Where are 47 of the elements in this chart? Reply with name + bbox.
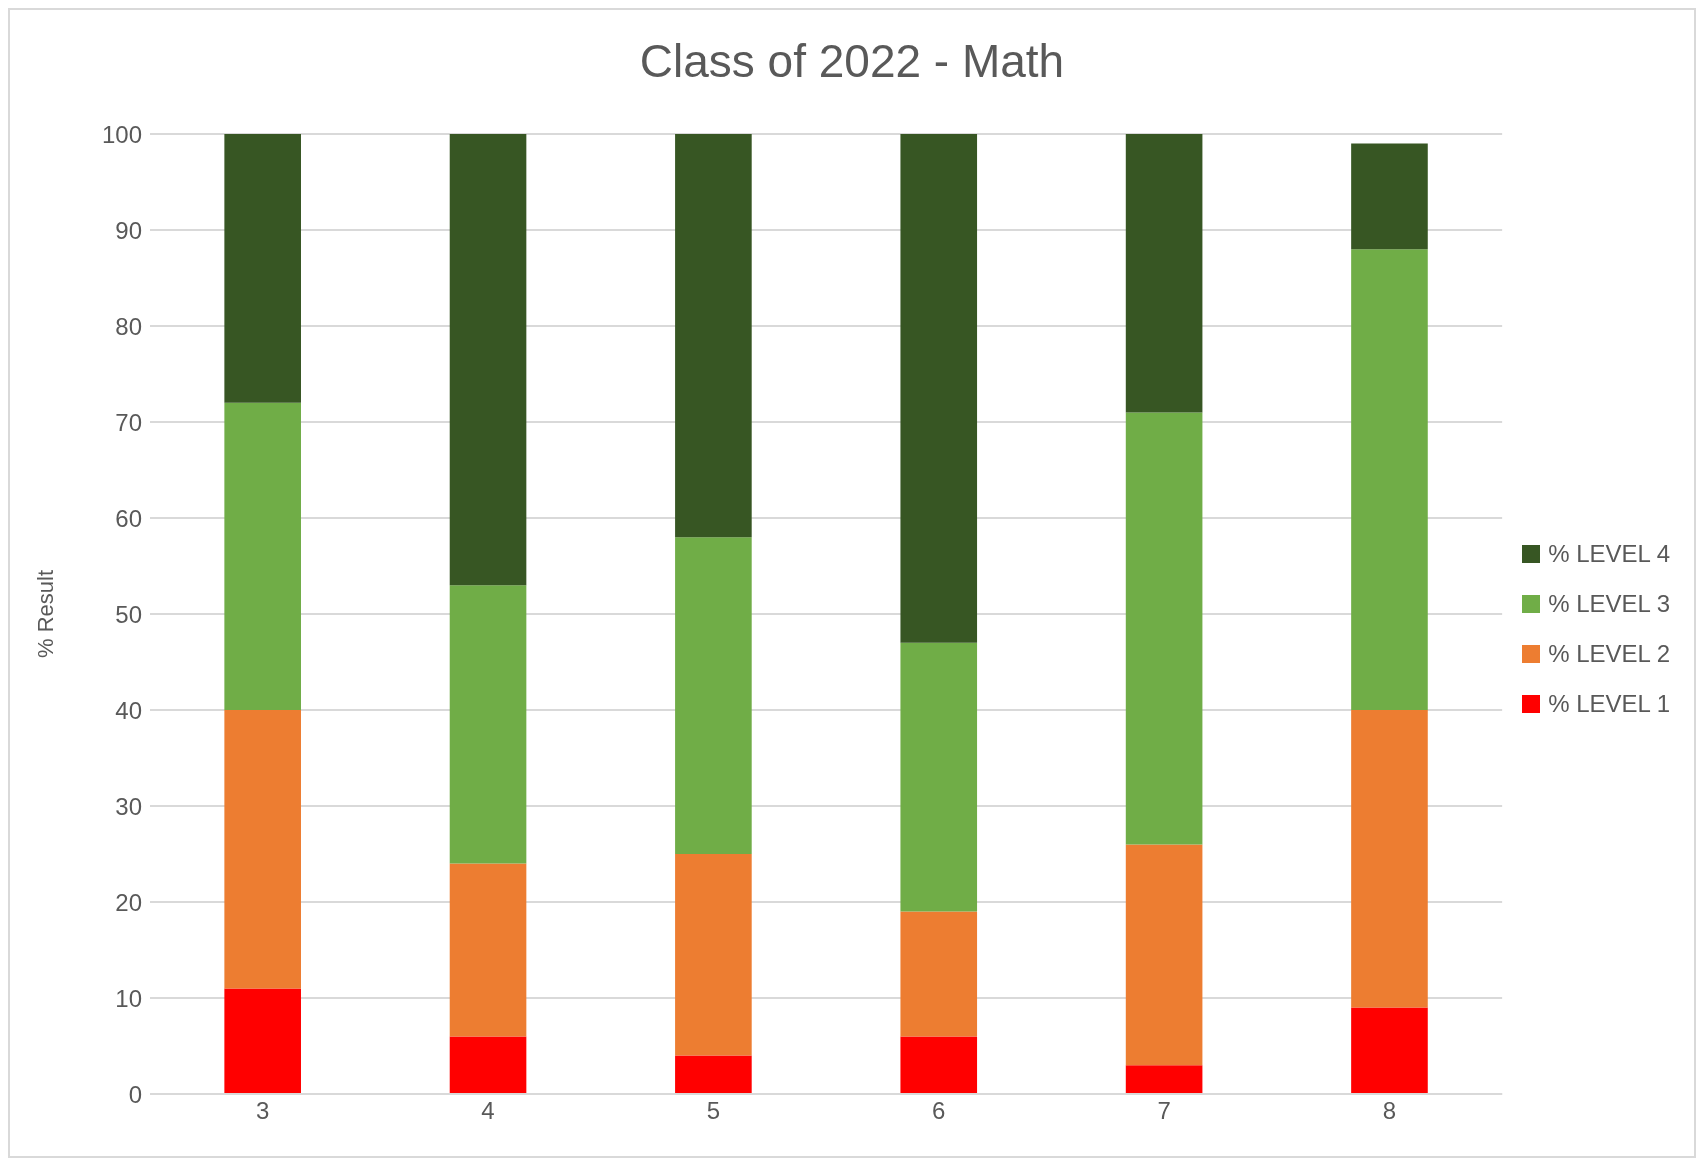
y-tick-label: 10: [115, 984, 142, 1012]
bar: [449, 863, 527, 1037]
y-tick-label: 50: [115, 600, 142, 628]
x-tick-label: 6: [932, 1097, 946, 1125]
legend-label: % LEVEL 3: [1548, 590, 1670, 618]
y-tick-label: 100: [101, 120, 142, 148]
legend-label: % LEVEL 4: [1548, 540, 1670, 568]
y-tick-label: 70: [115, 408, 142, 436]
bar: [1351, 710, 1428, 1008]
bar: [449, 585, 527, 864]
y-tick-label: 90: [115, 216, 142, 244]
x-tick-label: 7: [1157, 1097, 1171, 1125]
bar: [675, 537, 752, 854]
bar: [224, 988, 301, 1094]
bar: [675, 134, 752, 538]
bar: [1351, 1007, 1428, 1094]
chart-title: Class of 2022 - Math: [638, 34, 1066, 89]
bar: [1351, 249, 1428, 710]
legend-label: % LEVEL 2: [1548, 640, 1670, 668]
bar: [224, 134, 301, 403]
legend-label: % LEVEL 1: [1548, 690, 1670, 718]
y-tick-label: 40: [115, 696, 142, 724]
x-tick-label: 3: [256, 1097, 270, 1125]
bar: [1125, 1065, 1203, 1094]
y-tick-label: 60: [115, 504, 142, 532]
bar: [900, 642, 978, 912]
bar: [675, 854, 752, 1056]
y-tick-label: 0: [128, 1080, 142, 1108]
bar: [900, 134, 978, 643]
y-tick-label: 20: [115, 888, 142, 916]
y-tick-label: 80: [115, 312, 142, 340]
bar: [675, 1055, 752, 1094]
x-tick-label: 4: [481, 1097, 495, 1125]
x-tick-label: 5: [706, 1097, 721, 1125]
bar: [449, 1036, 527, 1094]
bar: [224, 402, 301, 710]
bar: [224, 710, 301, 989]
y-axis-title: % Result: [32, 569, 58, 659]
bar: [900, 911, 978, 1037]
x-tick-label: 8: [1382, 1097, 1397, 1125]
bar: [1351, 143, 1428, 250]
bar: [1125, 412, 1203, 845]
bar: [1125, 134, 1203, 413]
bar: [1125, 844, 1203, 1066]
y-tick-label: 30: [115, 792, 142, 820]
bar: [449, 134, 527, 586]
bar: [900, 1036, 978, 1094]
